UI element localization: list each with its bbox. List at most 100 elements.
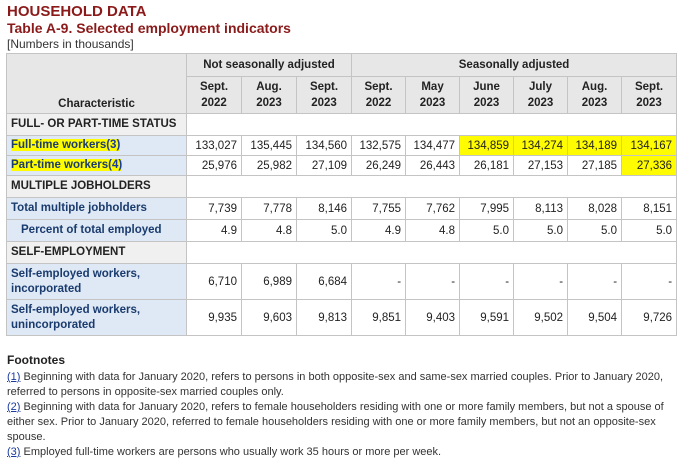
table-cell: 134,560	[295, 135, 353, 156]
table-cell: 27,336	[621, 155, 678, 176]
row-label-text: Full-time workers	[11, 139, 107, 151]
period-year: 2022	[201, 97, 227, 109]
table-cell: 135,445	[241, 135, 297, 156]
table-cell: 5.0	[621, 219, 678, 242]
table-cell: 8,151	[621, 197, 678, 220]
table-cell: 8,113	[513, 197, 569, 220]
table-row: Self-employed workers, incorporated 6,710…	[6, 263, 678, 300]
period-month: Sept.	[364, 81, 393, 93]
table-cell: 9,726	[621, 299, 678, 336]
period-year: 2023	[419, 97, 446, 109]
table-cell: 6,710	[186, 263, 242, 300]
period-year: 2023	[581, 97, 608, 109]
period-month: Aug.	[256, 81, 282, 93]
footnote-ref-link[interactable]: (4)	[108, 159, 123, 171]
table-title: Table A-9. Selected employment indicator…	[7, 20, 291, 36]
footnote-ref-link[interactable]: (2)	[7, 401, 21, 413]
footnote-ref-link[interactable]: (3)	[7, 446, 21, 458]
period-header: Aug. 2023	[567, 76, 623, 114]
footnotes: Footnotes (1) Beginning with data for Ja…	[7, 353, 671, 460]
table-cell: 8,146	[295, 197, 353, 220]
table-cell: 5.0	[459, 219, 515, 242]
table-cell: 7,778	[241, 197, 297, 220]
table-cell: 27,185	[567, 155, 623, 176]
table-cell: -	[513, 263, 569, 300]
table-cell: 9,935	[186, 299, 242, 336]
table-cell: 134,274	[513, 135, 569, 156]
table-cell: 9,502	[513, 299, 569, 336]
period-month: July	[529, 81, 553, 93]
table-cell: 6,684	[295, 263, 353, 300]
table-cell: -	[621, 263, 678, 300]
period-month: Sept.	[634, 81, 664, 93]
section-spacer	[185, 241, 678, 264]
section-heading: HOUSEHOLD DATA	[7, 3, 147, 20]
footnote-text: Beginning with data for January 2020, re…	[7, 371, 664, 398]
footnotes-title: Footnotes	[7, 353, 65, 367]
period-header: Sept. 2023	[621, 76, 678, 114]
footnote-item: (1) Beginning with data for January 2020…	[7, 370, 671, 400]
period-year: 2023	[473, 97, 500, 109]
period-month: Sept.	[309, 81, 339, 93]
table-cell: -	[351, 263, 407, 300]
table-cell: 9,813	[295, 299, 353, 336]
section-row: FULL- OR PART-TIME STATUS	[6, 113, 678, 136]
table-cell: 4.9	[351, 219, 407, 242]
table-cell: 134,477	[405, 135, 461, 156]
employment-indicators-table: Characteristic Not seasonally adjusted S…	[6, 53, 678, 336]
row-label-text: Self-employed workers, incorporated	[11, 267, 141, 295]
table-cell: 5.0	[295, 219, 353, 242]
row-label: Self-employed workers, unincorporated	[6, 299, 187, 336]
table-cell: 4.8	[405, 219, 461, 242]
period-year: 2022	[365, 97, 392, 109]
period-header: Sept. 2022	[351, 76, 407, 114]
table-cell: 9,504	[567, 299, 623, 336]
section-spacer	[185, 175, 678, 198]
table-cell: 134,167	[621, 135, 678, 156]
table-cell: 8,028	[567, 197, 623, 220]
nsa-group-header: Not seasonally adjusted	[185, 53, 353, 77]
footnote-item: (3) Employed full-time workers are perso…	[7, 445, 671, 460]
footnote-text: Beginning with data for January 2020, re…	[7, 401, 664, 443]
sa-group-header: Seasonally adjusted	[351, 53, 678, 77]
period-month: May	[421, 81, 444, 93]
table-cell: 7,762	[405, 197, 461, 220]
section-row: SELF-EMPLOYMENT	[6, 241, 678, 264]
period-month: Aug.	[581, 81, 608, 93]
header-group-row: Characteristic Not seasonally adjusted S…	[6, 53, 678, 114]
footnote-ref-link[interactable]: (3)	[106, 139, 121, 151]
table-cell: 5.0	[567, 219, 623, 242]
table-cell: 4.9	[186, 219, 242, 242]
table-cell: 132,575	[351, 135, 407, 156]
period-header: May 2023	[405, 76, 461, 114]
table-cell: 27,153	[513, 155, 569, 176]
table-cell: 9,403	[405, 299, 461, 336]
table-cell: -	[567, 263, 623, 300]
section-row: MULTIPLE JOBHOLDERS	[6, 175, 678, 198]
period-year: 2023	[527, 97, 554, 109]
header-period-row: Sept. 2022 Aug. 2023 Sept. 2023 Sept. 2022 May 20…	[7, 76, 678, 114]
period-header: July 2023	[513, 76, 569, 114]
table-cell: 27,109	[295, 155, 353, 176]
table-row: Total multiple jobholders 7,739 7,778 8,146…	[6, 197, 678, 220]
footnote-ref-link[interactable]: (1)	[7, 371, 21, 383]
row-label-text: Percent of total employed	[21, 224, 162, 236]
row-label: Percent of total employed	[6, 219, 187, 242]
period-month: Sept.	[199, 81, 229, 93]
table-cell: 25,976	[186, 155, 242, 176]
section-title: SELF-EMPLOYMENT	[6, 241, 187, 264]
section-spacer	[185, 113, 678, 136]
period-header: Sept. 2022	[186, 76, 242, 114]
table-cell: 7,739	[186, 197, 242, 220]
table-cell: -	[405, 263, 461, 300]
footnote-item: (2) Beginning with data for January 2020…	[7, 400, 671, 445]
footnote-text: Employed full-time workers are persons w…	[20, 446, 442, 458]
period-header: Sept. 2023	[295, 76, 353, 114]
period-month: June	[473, 81, 500, 93]
table-row: Full-time workers(3) 133,027 135,445 134,56…	[6, 135, 678, 156]
table-cell: 4.8	[241, 219, 297, 242]
table-cell: 26,249	[351, 155, 407, 176]
period-year: 2023	[636, 97, 662, 109]
table-cell: 7,755	[351, 197, 407, 220]
